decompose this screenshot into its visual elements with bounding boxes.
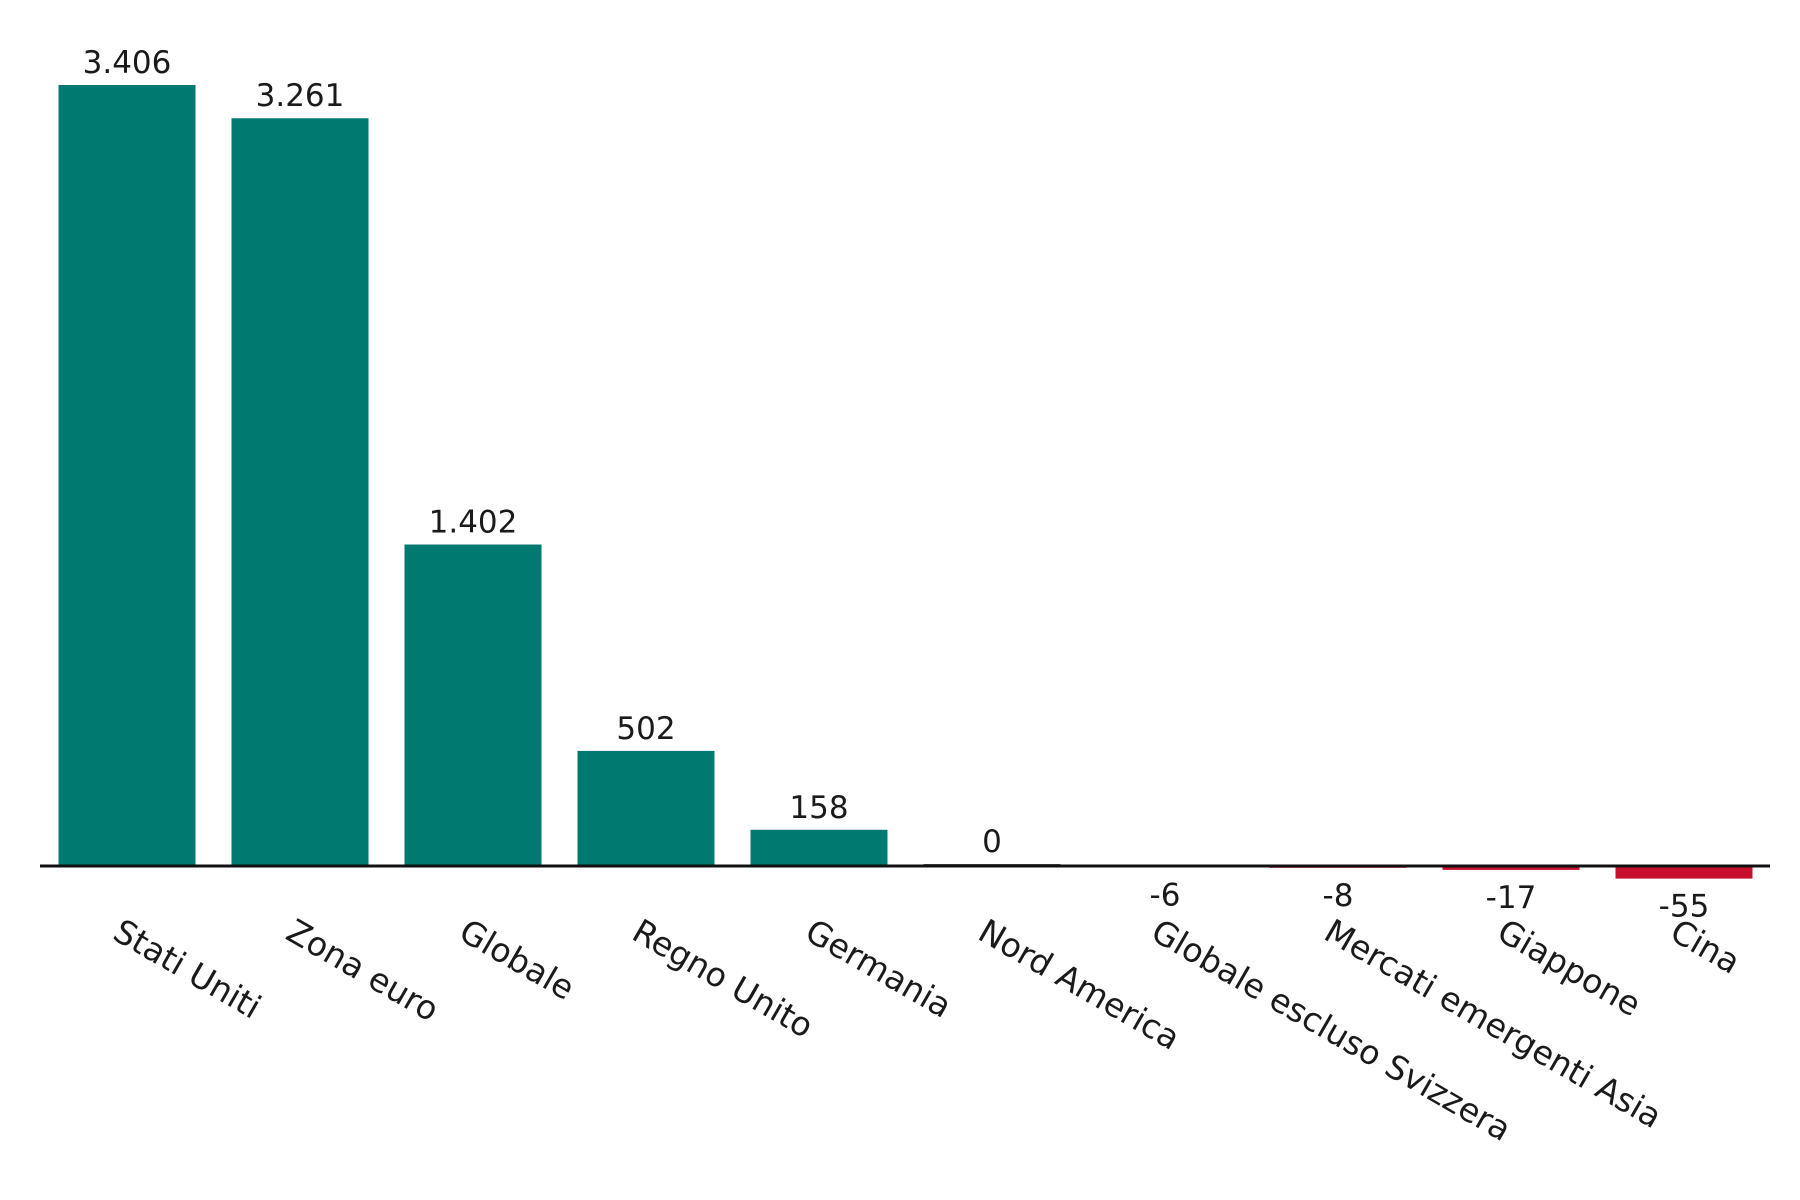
bar-4: [750, 829, 888, 866]
bar-8: [1442, 866, 1580, 870]
value-label-1: 3.261: [256, 78, 345, 114]
value-label-6: -6: [1150, 877, 1181, 913]
bar-3: [577, 750, 715, 866]
category-label-3: Regno Unito: [626, 911, 820, 1046]
bar-1: [231, 118, 369, 867]
value-label-9: -55: [1659, 889, 1710, 925]
value-label-2: 1.402: [429, 505, 518, 541]
bars-layer: [58, 85, 1753, 879]
value-label-7: -8: [1323, 878, 1354, 914]
value-label-0: 3.406: [83, 45, 172, 81]
value-label-8: -17: [1486, 880, 1537, 916]
bar-2: [404, 544, 542, 866]
value-label-3: 502: [616, 711, 675, 747]
bar-9: [1615, 866, 1753, 879]
value-label-4: 158: [789, 790, 848, 826]
category-labels-layer: Stati Uniti Zona euro Globale Regno UnitoGe…: [107, 911, 1747, 1149]
value-label-5: 0: [982, 824, 1002, 860]
category-label-1: Zona euro: [280, 911, 446, 1029]
value-labels-layer: 3.406 3.261 1.402 502 158 0 -6 -8 -17 -55: [83, 45, 1710, 925]
category-label-4: Germania: [799, 911, 958, 1026]
category-label-8: Giappone: [1491, 911, 1648, 1024]
category-label-0: Stati Uniti: [107, 911, 268, 1026]
category-label-2: Globale: [453, 911, 581, 1008]
bar-0: [58, 85, 196, 866]
